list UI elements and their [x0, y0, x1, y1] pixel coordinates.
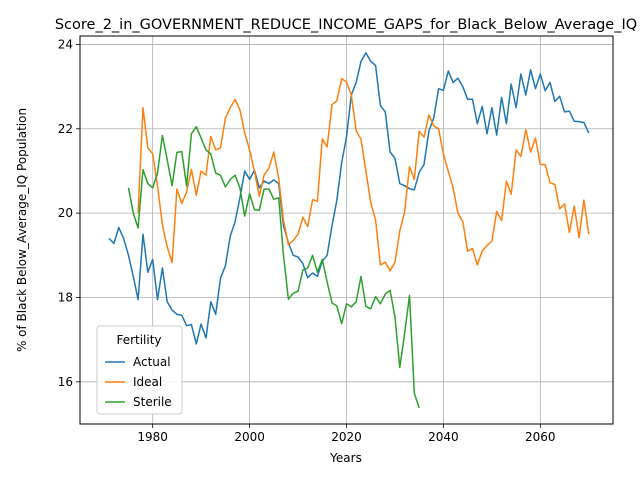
legend-title: Fertility [116, 333, 161, 347]
y-tick-label: 20 [58, 206, 73, 220]
legend-label-sterile: Sterile [133, 395, 172, 409]
y-tick-label: 16 [58, 375, 73, 389]
y-tick-label: 18 [58, 290, 73, 304]
legend-box [96, 325, 183, 415]
legend-label-ideal: Ideal [133, 375, 162, 389]
y-axis-label: % of Black Below_Average_IQ Population [15, 108, 29, 352]
y-tick-label: 24 [58, 37, 73, 51]
x-tick-label: 2060 [525, 430, 556, 444]
series-line-sterile [127, 125, 420, 409]
x-tick-label: 2000 [234, 430, 265, 444]
series-line-actual [108, 52, 590, 345]
x-axis: 1980 2000 2020 2040 2060 [137, 424, 556, 444]
x-tick-label: 2040 [428, 430, 459, 444]
x-tick-label: 1980 [137, 430, 168, 444]
legend: Fertility Actual Ideal Sterile [96, 325, 183, 415]
legend-label-actual: Actual [133, 355, 171, 369]
x-tick-label: 2020 [331, 430, 362, 444]
x-axis-label: Years [329, 451, 362, 465]
chart-title: Score_2_in_GOVERNMENT_REDUCE_INCOME_GAPS… [55, 17, 637, 33]
y-tick-label: 22 [58, 122, 73, 136]
series-line-ideal [137, 77, 590, 272]
y-axis: 16 18 20 22 24 [58, 37, 80, 389]
series-lines [108, 52, 590, 409]
